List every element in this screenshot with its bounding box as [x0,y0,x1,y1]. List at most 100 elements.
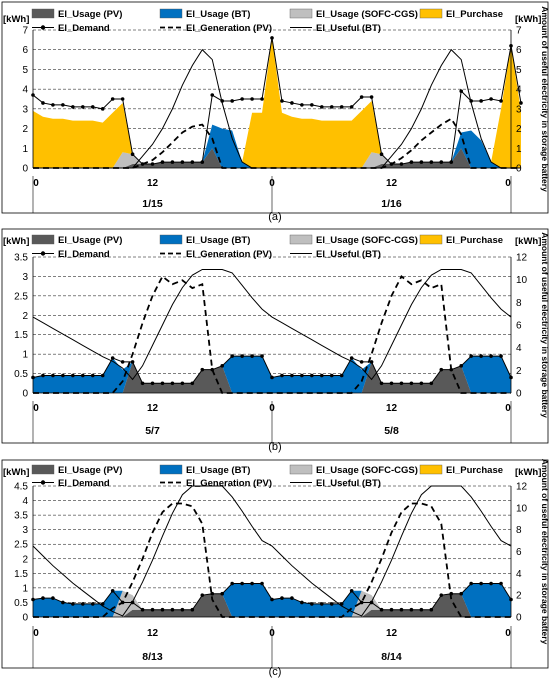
demand-point [100,602,105,606]
demand-point [469,99,473,103]
demand-point [449,367,454,372]
y-left-tick-label: 1 [22,350,28,361]
demand-point [120,97,125,101]
x-tick-label: 0 [269,178,275,189]
demand-point [250,354,254,358]
demand-point [130,600,135,605]
demand-point [439,367,444,372]
y-left-unit: [kWh] [3,14,29,25]
demand-point [310,602,314,606]
demand-point [120,360,125,364]
demand-point [80,105,85,109]
demand-point [140,162,145,166]
y-right-tick-label: 12 [516,253,528,264]
demand-point [110,97,115,101]
demand-point [260,354,264,358]
demand-point [51,596,55,600]
y-right-unit: [kWh] [515,14,541,25]
demand-point [270,597,274,602]
demand-point [379,152,384,156]
legend-marker [40,25,46,30]
demand-point [210,367,215,372]
legend-swatch [289,464,313,475]
demand-point [210,591,215,596]
demand-point [369,360,374,364]
y-right-tick-label: 6 [516,321,522,332]
demand-point [389,607,394,612]
legend-label: El_Purchase [446,235,503,246]
legend-swatch [31,8,55,19]
demand-point [90,105,95,109]
x-tick-label: 0 [269,403,275,414]
demand-point [339,602,344,606]
y-left-tick-label: 1 [22,583,28,594]
panel-frame [1,1,549,214]
demand-point [250,97,254,101]
demand-point [170,607,175,612]
y-left-unit: [kWh] [3,467,29,478]
demand-point [349,589,354,593]
x-tick-label: 0 [505,403,511,414]
y-left-tick-label: 3 [22,104,28,115]
legend-label: El_Usage (PV) [58,9,122,20]
demand-point [290,596,294,600]
legend-swatch [289,234,313,245]
y-left-tick-label: 7 [22,26,28,37]
x-tick-label: 12 [386,403,398,414]
demand-point [329,105,334,109]
demand-point [419,607,424,612]
demand-point [300,103,304,107]
demand-point [489,354,493,358]
x-tick-label: 12 [386,628,398,639]
demand-point [150,381,155,386]
demand-point [240,354,244,358]
date-label: 1/16 [381,198,402,210]
y-right-tick-label: 1 [516,144,522,155]
legend-swatch [159,234,183,245]
y-left-tick-label: 3 [22,272,28,283]
y-left-tick-label: 2.5 [14,540,28,551]
demand-point [130,360,135,364]
demand-point [270,36,274,40]
legend-label: El_Usage (BT) [186,235,250,246]
demand-point [170,160,175,164]
y-left-tick-label: 0 [22,164,28,175]
legend-swatch [419,464,443,475]
y-right-tick-label: 0 [516,164,522,175]
y-right-unit: [kWh] [515,236,541,247]
x-tick-label: 0 [505,178,511,189]
demand-point [499,581,503,586]
y-right-tick-label: 8 [516,525,522,536]
legend-label: El_Usage (PV) [58,465,122,476]
y-right-tick-label: 2 [516,124,522,135]
area-sofc-usage [33,148,521,168]
legend-label: El_Generation (PV) [186,23,272,34]
demand-point [349,356,354,360]
legend-swatch [419,8,443,19]
demand-point [140,607,145,612]
panel-label: (b) [268,441,281,453]
y-right-tick-label: 8 [516,298,522,309]
demand-point [120,600,125,605]
demand-point [319,373,324,378]
y-left-tick-label: 1 [22,144,28,155]
demand-point [220,364,225,368]
demand-point [329,602,334,606]
y-right-tick-label: 2 [516,591,522,602]
area-bt-usage [33,356,511,393]
demand-point [339,105,344,109]
demand-point [61,373,65,378]
demand-point [469,354,473,358]
demand-point [459,89,464,93]
y-right-unit: [kWh] [515,467,541,478]
y-left-tick-label: 3.5 [14,253,28,264]
demand-point [200,593,205,597]
demand-point [479,99,483,103]
line-useful-bt [32,485,512,617]
y-left-tick-label: 5 [22,65,28,76]
y-left-tick-label: 0.5 [14,369,28,380]
demand-point [449,160,454,164]
